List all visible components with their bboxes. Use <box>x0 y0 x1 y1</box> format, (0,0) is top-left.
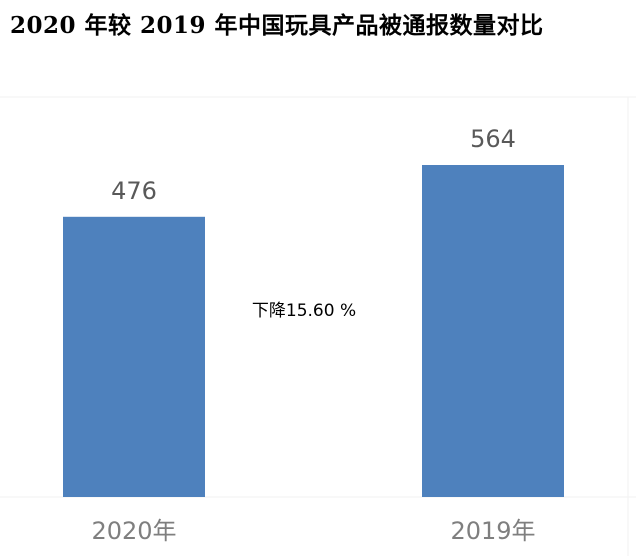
data-label-1: 476 <box>111 177 157 205</box>
labels-layer: 476 2020年 564 2019年 <box>91 125 535 545</box>
bar-1 <box>63 216 205 497</box>
chart-title: 2020 年较 2019 年中国玩具产品被通报数量对比 <box>10 12 544 39</box>
change-annotation: 下降15.60 % <box>252 301 356 321</box>
category-label-1: 2020年 <box>91 517 176 545</box>
bar-2 <box>422 165 564 497</box>
category-label-2: 2019年 <box>450 517 535 545</box>
data-label-2: 564 <box>470 125 516 153</box>
bars-layer <box>63 165 564 497</box>
